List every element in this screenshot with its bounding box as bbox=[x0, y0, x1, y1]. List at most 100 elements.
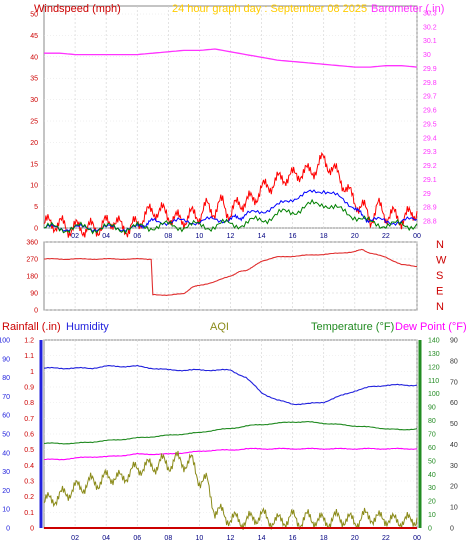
x-tick-label: 12 bbox=[227, 535, 235, 542]
wind-axis-label: Windspeed (mph) bbox=[34, 3, 121, 15]
temperature-y-tick-label: 90 bbox=[428, 405, 436, 412]
temperature-y-tick-label: 80 bbox=[428, 418, 436, 425]
x-tick-label: 18 bbox=[320, 535, 328, 542]
temperature-y-tick-label: 140 bbox=[428, 338, 440, 345]
temperature-y-tick-label: 0 bbox=[428, 526, 432, 533]
rain-y-tick-label: 0.9 bbox=[24, 385, 34, 392]
x-tick-label: 12 bbox=[227, 233, 235, 240]
wind-y-tick-label: 35 bbox=[30, 76, 38, 83]
baro-y-tick-label: 29.8 bbox=[423, 80, 437, 87]
x-tick-label: 18 bbox=[320, 233, 328, 240]
temperature-y-tick-label: 10 bbox=[428, 512, 436, 519]
rain-y-tick-label: 1.2 bbox=[24, 338, 34, 345]
compass-label: W bbox=[436, 255, 447, 267]
aqi-y-tick-label: 80 bbox=[450, 358, 458, 365]
rain-y-tick-label: 0 bbox=[30, 526, 34, 533]
temperature-y-tick-label: 70 bbox=[428, 432, 436, 439]
direction-y-axis-ticks: 0 90 180 270 360 bbox=[26, 240, 38, 315]
temperature-axis-label: Temperature (°F) bbox=[311, 321, 394, 333]
rain-y-tick-label: 0.5 bbox=[24, 447, 34, 454]
rain-y-tick-label: 1.1 bbox=[24, 353, 34, 360]
x-tick-label: 08 bbox=[164, 535, 172, 542]
x-tick-label: 08 bbox=[164, 233, 172, 240]
temperature-y-tick-label: 130 bbox=[428, 351, 440, 358]
humidity-y-tick-label: 60 bbox=[2, 413, 10, 420]
x-tick-label: 20 bbox=[351, 535, 359, 542]
temperature-y-tick-label: 110 bbox=[428, 378, 439, 385]
baro-y-tick-label: 30.1 bbox=[423, 38, 437, 45]
x-tick-label: 20 bbox=[351, 233, 359, 240]
panel-rain-x-axis-ticks: 02 04 06 08 10 12 14 16 18 20 22 00 bbox=[71, 535, 421, 542]
panel-direction-grid bbox=[44, 241, 418, 311]
x-tick-label: 06 bbox=[133, 535, 141, 542]
x-tick-label: 00 bbox=[413, 535, 421, 542]
baro-y-tick-label: 29.1 bbox=[423, 177, 437, 184]
x-tick-label: 10 bbox=[196, 233, 204, 240]
humidity-y-tick-label: 0 bbox=[6, 526, 10, 533]
temperature-y-tick-label: 60 bbox=[428, 445, 436, 452]
aqi-y-axis-ticks: 0 10 20 30 40 50 60 70 80 90 bbox=[450, 338, 458, 533]
humidity-y-tick-label: 90 bbox=[2, 356, 10, 363]
wind-y-tick-label: 20 bbox=[30, 140, 38, 147]
rain-y-tick-label: 0.1 bbox=[24, 510, 34, 517]
dew-point-axis-label: Dew Point (°F) bbox=[395, 321, 466, 333]
temperature-y-tick-label: 120 bbox=[428, 364, 440, 371]
compass-label: E bbox=[436, 286, 443, 298]
aqi-y-tick-label: 40 bbox=[450, 442, 458, 449]
rain-y-tick-label: 0.6 bbox=[24, 432, 34, 439]
x-tick-label: 16 bbox=[289, 535, 297, 542]
x-tick-label: 02 bbox=[71, 233, 79, 240]
baro-y-tick-label: 28.9 bbox=[423, 205, 437, 212]
rain-y-tick-label: 0.2 bbox=[24, 494, 34, 501]
wind-direction-series-line bbox=[43, 248, 418, 296]
aqi-series-line bbox=[43, 450, 418, 530]
x-tick-label: 10 bbox=[196, 535, 204, 542]
wind-y-tick-label: 30 bbox=[30, 97, 38, 104]
baro-y-tick-label: 29.4 bbox=[423, 135, 437, 142]
wind-y-tick-label: 5 bbox=[34, 204, 38, 211]
x-tick-label: 02 bbox=[71, 535, 79, 542]
humidity-y-tick-label: 100 bbox=[0, 338, 10, 345]
wind_low-series-line bbox=[43, 198, 418, 235]
aqi-y-tick-label: 70 bbox=[450, 379, 458, 386]
baro-y-tick-label: 30.3 bbox=[423, 10, 437, 17]
chart-title: 24 hour graph day : September 08 2025 bbox=[172, 3, 367, 15]
baro-y-tick-label: 29.9 bbox=[423, 66, 437, 73]
x-tick-label: 14 bbox=[258, 535, 266, 542]
baro-y-tick-label: 29.5 bbox=[423, 121, 437, 128]
x-tick-label: 16 bbox=[289, 233, 297, 240]
compass-label: N bbox=[436, 239, 444, 251]
temperature-y-tick-label: 20 bbox=[428, 499, 436, 506]
wind-y-tick-label: 10 bbox=[30, 183, 38, 190]
x-tick-label: 04 bbox=[102, 535, 110, 542]
humidity-y-tick-label: 10 bbox=[2, 507, 10, 514]
panel-rain-series bbox=[43, 364, 418, 530]
aqi-y-tick-label: 0 bbox=[450, 526, 454, 533]
aqi-y-tick-label: 20 bbox=[450, 484, 458, 491]
panel-wind-x-axis-ticks: 02 04 06 08 10 12 14 16 18 20 22 00 bbox=[71, 233, 421, 240]
aqi-y-tick-label: 90 bbox=[450, 338, 458, 345]
humidity-y-tick-label: 20 bbox=[2, 488, 10, 495]
aqi-y-tick-label: 30 bbox=[450, 463, 458, 470]
direction-y-tick-label: 270 bbox=[26, 257, 38, 264]
direction-y-tick-label: 360 bbox=[26, 240, 38, 247]
aqi-y-tick-label: 60 bbox=[450, 400, 458, 407]
humidity-y-tick-label: 80 bbox=[2, 375, 10, 382]
baro-y-axis-ticks: 28.8 28.9 29 29.1 29.2 29.3 29.4 29.5 29.6 29.7 29… bbox=[423, 10, 437, 225]
compass-label: N bbox=[436, 301, 444, 313]
panel-wind-baro-series bbox=[43, 48, 418, 238]
panel-direction-series bbox=[43, 248, 418, 296]
aqi-y-tick-label: 50 bbox=[450, 421, 458, 428]
baro-y-tick-label: 30.2 bbox=[423, 24, 437, 31]
baro-y-tick-label: 29.2 bbox=[423, 163, 437, 170]
wind-series-line bbox=[43, 151, 418, 238]
baro-y-tick-label: 29.3 bbox=[423, 149, 437, 156]
temp-series-line bbox=[43, 420, 418, 445]
wind-y-tick-label: 15 bbox=[30, 161, 38, 168]
wind-y-tick-label: 45 bbox=[30, 33, 38, 40]
rain-y-axis-ticks: 0 0.1 0.2 0.3 0.4 0.5 0.6 0.7 0.8 0.9 1 1.1 1.2 bbox=[24, 338, 34, 533]
humidity-y-tick-label: 40 bbox=[2, 450, 10, 457]
humidity-series-line bbox=[43, 364, 418, 406]
